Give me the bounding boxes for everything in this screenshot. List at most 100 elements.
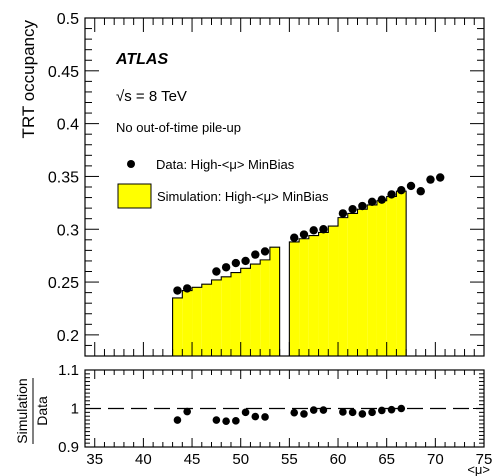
data-point	[397, 185, 406, 195]
simulation-bin	[221, 276, 231, 356]
ratio-point	[251, 412, 260, 421]
simulation-bin	[338, 217, 348, 356]
ratio-y-tick-label: 1	[71, 401, 79, 418]
data-point	[290, 233, 299, 242]
simulation-bin	[318, 232, 329, 356]
ratio-point	[241, 408, 250, 417]
ratio-markers	[173, 404, 406, 426]
simulation-bin	[367, 204, 377, 356]
simulation-bin	[289, 241, 300, 356]
ratio-point	[173, 416, 182, 424]
data-point	[387, 190, 396, 199]
ratio-y-label-numerator: Simulation	[14, 378, 30, 443]
legend-data-marker-icon	[127, 160, 135, 168]
ratio-y-tick-label: 0.9	[58, 439, 79, 456]
simulation-bin	[211, 279, 222, 356]
simulation-bin	[230, 272, 241, 356]
data-point	[173, 286, 182, 295]
ratio-point	[183, 407, 191, 416]
data-point	[212, 267, 221, 276]
data-point	[338, 209, 348, 218]
simulation-bin	[308, 235, 319, 356]
simulation-bin	[260, 259, 270, 356]
simulation-bin	[376, 200, 387, 356]
x-tick-label: 75	[476, 451, 493, 468]
y-tick-label: 0.25	[48, 275, 79, 292]
ratio-point	[222, 417, 230, 426]
y-tick-label: 0.35	[48, 169, 79, 186]
legend-simulation-swatch	[117, 183, 152, 209]
energy-label: √s = 8 TeV	[116, 88, 187, 105]
ratio-panel: 0.9 1 1.1 35 40 45 50 55 60 65 70 75 Simulation Da…	[14, 362, 492, 476]
y-tick-label: 0.4	[57, 117, 79, 134]
ratio-point	[290, 408, 299, 417]
ratio-point	[387, 405, 396, 414]
x-tick-label: 50	[232, 451, 249, 468]
ratio-point	[261, 413, 269, 421]
data-point	[367, 197, 377, 206]
ratio-point	[358, 410, 367, 418]
data-point	[221, 263, 231, 272]
y-tick-label: 0.2	[57, 328, 79, 345]
ratio-y-label-denominator: Data	[34, 396, 50, 426]
x-tick-label: 35	[86, 451, 103, 468]
atlas-label: ATLAS	[115, 51, 168, 68]
y-tick-label: 0.5	[57, 11, 79, 28]
data-point	[241, 256, 250, 266]
ratio-y-axis-label: Simulation Data	[14, 378, 50, 444]
simulation-bin	[269, 247, 280, 356]
occupancy-x-ticks	[94, 18, 485, 356]
occupancy-y-axis-label: TRT occupancy	[19, 20, 38, 139]
data-point	[319, 225, 328, 234]
legend-simulation-label: Simulation: High-<μ> MinBias	[157, 189, 329, 204]
ratio-point	[309, 406, 318, 414]
ratio-point	[397, 404, 406, 413]
ratio-point	[348, 408, 357, 417]
ratio-point	[212, 416, 221, 424]
ratio-y-tick-label: 1.1	[58, 362, 79, 379]
simulation-bin	[328, 226, 339, 356]
x-tick-label: 65	[378, 451, 395, 468]
simulation-bin	[386, 196, 397, 356]
x-tick-label: 45	[184, 451, 201, 468]
simulation-bin	[240, 268, 251, 356]
simulation-bin	[347, 213, 358, 356]
data-point	[358, 201, 367, 211]
data-point	[406, 181, 416, 191]
ratio-y-ticks: 0.9 1 1.1	[58, 362, 484, 456]
x-tick-label: 60	[330, 451, 347, 468]
simulation-bin	[299, 238, 309, 356]
legend: Data: High-<μ> MinBias Simulation: High-…	[117, 157, 329, 209]
simulation-bin	[396, 191, 407, 356]
ratio-point	[339, 408, 347, 416]
x-tick-label: 55	[281, 451, 298, 468]
pileup-note: No out-of-time pile-up	[116, 120, 241, 135]
occupancy-panel: 0.2 0.25 0.3 0.35 0.4 0.45 0.5 TRT occupancy A…	[19, 11, 485, 357]
data-point	[426, 175, 435, 184]
simulation-bin	[250, 264, 261, 356]
simulation-bin	[192, 287, 202, 356]
ratio-point	[232, 417, 240, 425]
x-tick-label: 40	[135, 451, 152, 468]
data-point	[299, 230, 309, 239]
x-axis-label: <μ>	[467, 462, 490, 476]
ratio-point	[368, 408, 376, 417]
simulation-bin	[182, 290, 193, 356]
x-tick-label: 70	[427, 451, 444, 468]
data-point	[251, 250, 260, 259]
data-point	[377, 195, 387, 204]
simulation-bin	[172, 297, 183, 356]
legend-data-label: Data: High-<μ> MinBias	[156, 157, 295, 172]
ratio-point	[378, 406, 386, 415]
simulation-bin	[201, 284, 212, 356]
data-point	[182, 284, 192, 293]
ratio-point	[319, 406, 328, 414]
simulation-histogram-outline	[288, 190, 407, 356]
y-tick-label: 0.3	[57, 222, 79, 239]
data-point	[416, 187, 425, 196]
data-point	[231, 258, 241, 268]
occupancy-y-ticks: 0.2 0.25 0.3 0.35 0.4 0.45 0.5	[48, 11, 484, 346]
ratio-x-ticks: 35 40 45 50 55 60 65 70 75	[86, 370, 492, 468]
simulation-histogram	[172, 190, 407, 356]
